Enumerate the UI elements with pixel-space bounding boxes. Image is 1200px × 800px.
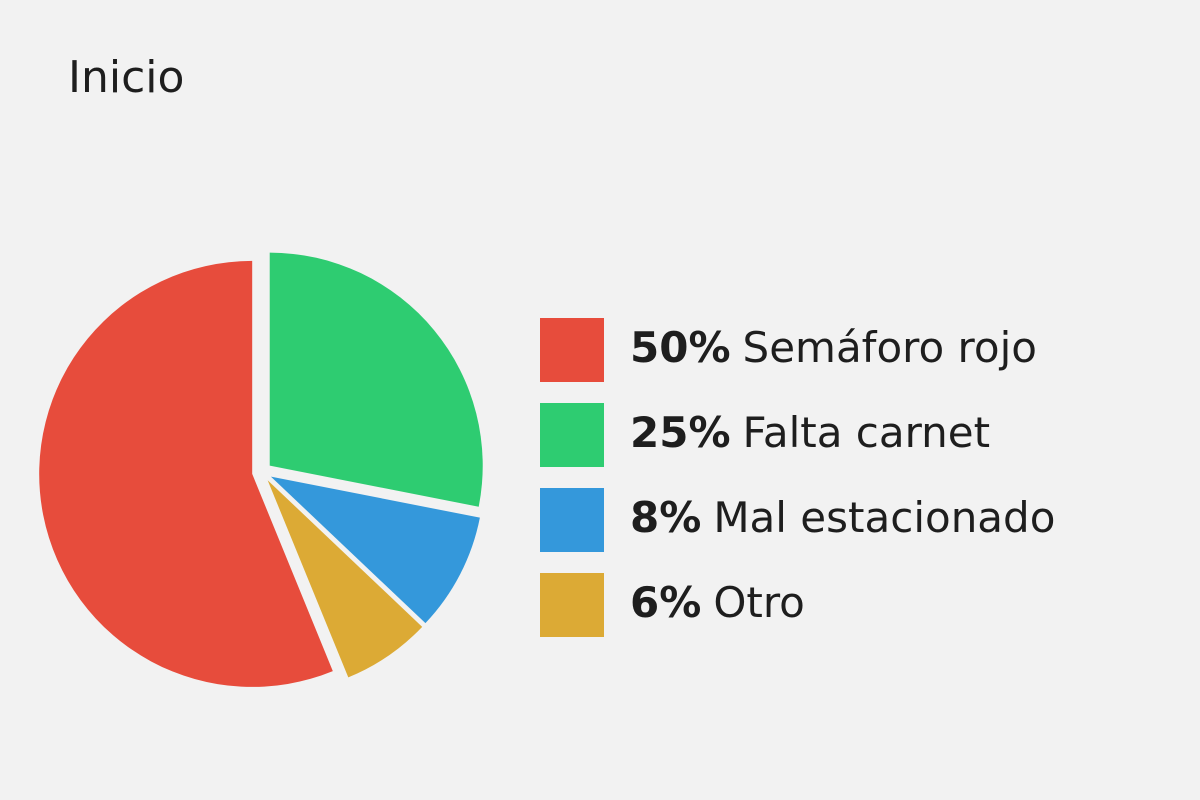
legend-name: Semáforo rojo (743, 323, 1037, 372)
legend-value: 50% (630, 323, 731, 372)
pie-slice (270, 476, 480, 624)
chart-title: Inicio (68, 52, 184, 103)
legend-name: Otro (713, 578, 805, 627)
legend-label: 50% Semáforo rojo (630, 323, 1037, 372)
pie-slice (39, 260, 333, 687)
legend-swatch (540, 488, 604, 552)
legend-name: Mal estacionado (713, 493, 1055, 542)
legend-value: 8% (630, 493, 701, 542)
legend-label: 8% Mal estacionado (630, 493, 1055, 542)
legend-swatch (540, 318, 604, 382)
legend-swatch (540, 403, 604, 467)
legend-value: 6% (630, 578, 701, 627)
legend-name: Falta carnet (743, 408, 991, 457)
legend-value: 25% (630, 408, 731, 457)
pie-slice (267, 480, 423, 678)
legend-swatch (540, 573, 604, 637)
pie-slice (269, 252, 483, 507)
legend-label: 6% Otro (630, 578, 805, 627)
legend-label: 25% Falta carnet (630, 408, 990, 457)
